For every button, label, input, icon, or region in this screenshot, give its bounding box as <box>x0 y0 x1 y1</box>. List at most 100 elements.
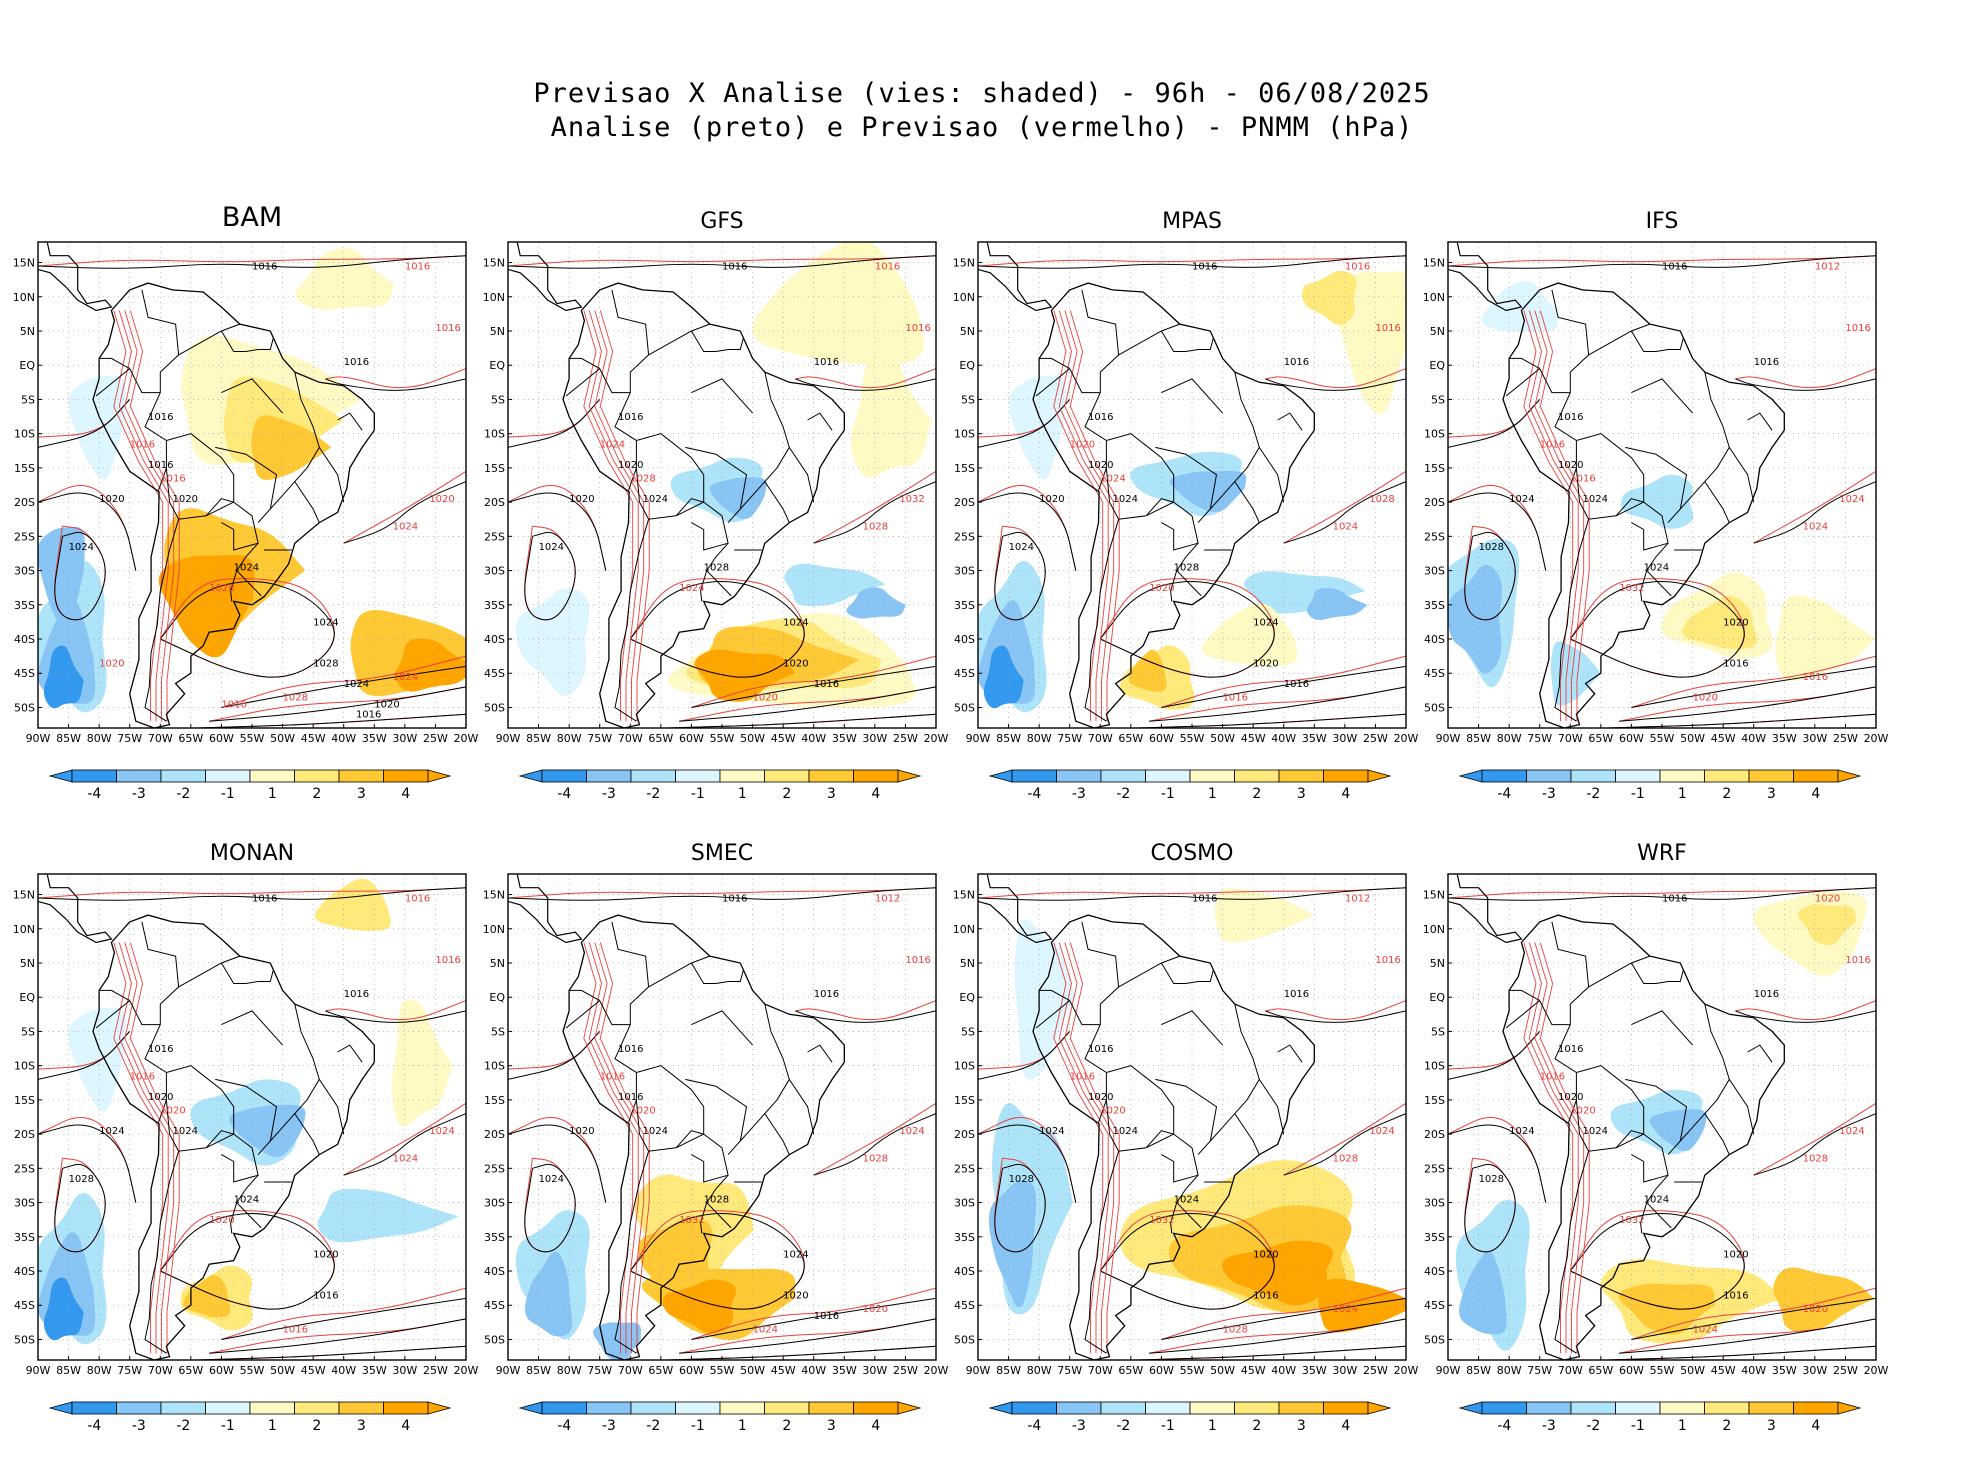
colorbar-swatch <box>1748 1401 1794 1415</box>
country-border <box>691 1133 729 1183</box>
analysis-contour-label: 1024 <box>783 1249 808 1260</box>
colorbar-swatch <box>205 769 251 783</box>
colorbar-label: 4 <box>871 1418 880 1434</box>
lat-label: 5S <box>961 393 975 406</box>
lat-label: 20S <box>484 1128 505 1141</box>
lon-label: 85W <box>56 1364 81 1377</box>
lon-label: 20W <box>454 732 479 745</box>
bias-shading <box>68 375 126 480</box>
forecast-contour-label: 1024 <box>393 521 418 532</box>
forecast-contour-label: 1020 <box>753 693 778 704</box>
forecast-contour-label: 1024 <box>899 1126 924 1137</box>
country-border <box>1554 1151 1590 1354</box>
analysis-contour-label: 1024 <box>1509 494 1534 505</box>
country-border <box>1747 412 1773 431</box>
colorbar-swatch <box>116 769 162 783</box>
colorbar-arrow-right <box>1837 769 1862 783</box>
lon-label: 90W <box>1436 1364 1461 1377</box>
country-border <box>1258 447 1285 503</box>
forecast-isobar <box>1631 655 1876 708</box>
forecast-isobar <box>1753 1102 1876 1176</box>
lon-label: 70W <box>1558 732 1583 745</box>
forecast-isobar <box>1265 1000 1406 1021</box>
country-border <box>715 969 744 984</box>
lon-label: 80W <box>1497 1364 1522 1377</box>
andes-isobar <box>113 310 164 722</box>
country-border <box>230 570 238 602</box>
lon-label: 60W <box>679 1364 704 1377</box>
panel-mpas: MPAS 1016 1016 1016 1020 1020 1024 1024 1028 1024… <box>953 209 1419 802</box>
forecast-contour-label: 1020 <box>429 494 454 505</box>
country-border <box>1646 1174 1672 1229</box>
forecast-isobar <box>1149 1318 1406 1354</box>
analysis-isobar <box>691 1297 936 1340</box>
colorbar-swatch <box>1145 769 1191 783</box>
country-border <box>1631 1133 1669 1183</box>
forecast-contour-label: 1020 <box>1570 1106 1595 1117</box>
country-border <box>1631 501 1669 551</box>
analysis-contour-label: 1020 <box>569 1126 594 1137</box>
country-border <box>569 989 600 1002</box>
colorbar-label: 4 <box>401 1418 410 1434</box>
analysis-isobar <box>1448 492 1547 571</box>
bias-shading <box>846 587 906 619</box>
lon-label: 90W <box>496 1364 521 1377</box>
andes-isobar <box>583 310 634 722</box>
analysis-isobar <box>1448 255 1876 269</box>
country-border <box>318 1079 345 1135</box>
forecast-contour-label: 1028 <box>1369 494 1394 505</box>
analysis-isobar <box>38 887 466 901</box>
central-america-coast <box>38 874 113 944</box>
colorbar-label: 3 <box>1297 786 1306 802</box>
bias-shading <box>850 351 932 478</box>
forecast-contour-label: 1016 <box>283 1325 308 1336</box>
forecast-contour-label: 1020 <box>1815 893 1840 904</box>
andes-isobar <box>1528 310 1579 722</box>
lon-label: 35W <box>362 1364 387 1377</box>
analysis-contour-label: 1024 <box>1583 494 1608 505</box>
analysis-contour-label: 1028 <box>704 1195 729 1206</box>
analysis-isobar <box>1753 481 1876 544</box>
country-border <box>205 498 234 517</box>
analysis-isobar <box>813 481 936 544</box>
forecast-isobar <box>691 1287 936 1340</box>
country-border <box>1615 498 1644 517</box>
lat-label: 15N <box>13 257 35 270</box>
colorbar-label: 1 <box>1678 786 1687 802</box>
lat-label: 10S <box>1424 428 1445 441</box>
colorbar-label: 2 <box>312 1418 321 1434</box>
central-america-coast <box>508 242 583 312</box>
lat-label: 15N <box>953 889 975 902</box>
forecast-isobar <box>221 1287 466 1340</box>
analysis-contour-label: 1020 <box>148 1092 173 1103</box>
lon-label: 40W <box>331 1364 356 1377</box>
forecast-isobar <box>1619 686 1876 722</box>
colorbar-swatch <box>1659 769 1705 783</box>
colorbar-label: -4 <box>87 1418 101 1434</box>
central-america-coast <box>978 874 1053 944</box>
colorbar-swatch <box>1278 1401 1324 1415</box>
lat-label: 10S <box>484 1060 505 1073</box>
lon-label: 25W <box>893 1364 918 1377</box>
lon-label: 80W <box>87 732 112 745</box>
forecast-contour-label: 1016 <box>221 699 246 710</box>
country-border <box>1185 337 1214 352</box>
analysis-contour-label: 1020 <box>783 1290 808 1301</box>
colorbar: -4 -3 -2 -1 1 2 3 4 <box>988 769 1392 802</box>
forecast-isobar <box>38 887 466 899</box>
analysis-isobar <box>1753 1113 1876 1176</box>
lat-label: 10N <box>1423 923 1445 936</box>
country-border <box>690 962 716 984</box>
country-border <box>178 955 240 988</box>
colorbar-label: -3 <box>1072 786 1086 802</box>
coastline <box>1032 914 1315 1360</box>
panel-title: MONAN <box>210 841 294 866</box>
analysis-isobar <box>1464 1163 1516 1253</box>
colorbar-swatch <box>541 1401 587 1415</box>
coastline <box>1502 914 1785 1360</box>
colorbar-label: -2 <box>176 1418 190 1434</box>
analysis-isobar <box>343 481 466 544</box>
